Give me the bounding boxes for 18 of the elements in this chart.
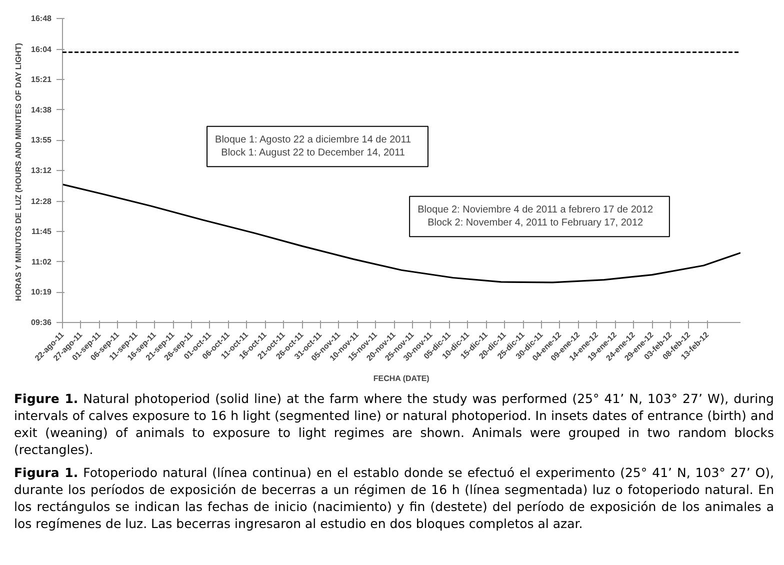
y-tick-label: 15:21 <box>31 75 52 84</box>
y-tick-label: 11:45 <box>31 227 52 236</box>
y-tick-label: 14:38 <box>31 105 52 114</box>
y-tick-label: 10:19 <box>31 288 52 297</box>
caption: Figure 1. Natural photoperiod (solid line) at the farm where the study was performed (25° 41’ N, 103° 27’ W), during intervals of calves exposure to 16 h light (segmented line) or natural photoperiod. In insets dates of entrance (birth) and exit (weaning) of animals to exposure to light regimes are shown. Animals were grouped in two random blocks (rectangles). <box>14 390 774 458</box>
annotation: Bloque 2: Noviembre 4 de 2011 a febrero 17 de 2012 Block 2: November 4, 2011 to February 17, 2012 <box>418 204 654 229</box>
text: Figura 1. Fotoperiodo natural (línea continua) en el establo donde se efectuó el experimento (25° 41’ N, 103° 27’ O), durante los períodos de exposición de becerras a un régimen de 16 h (línea segmentada) luz o fotoperiodo natural. En los rectángulos se indican las fechas de inicio (nacimiento) y fin (destete) del período de exposición de los animales a los regímenes de luz. Las becerras ingresaron al estudio en dos bloques completos al azar. <box>14 464 774 532</box>
y-tick-label: 16:04 <box>31 44 52 54</box>
y-tick-label: 09:36 <box>31 318 52 327</box>
x-axis-title: FECHA (DATE) <box>373 374 430 383</box>
y-tick-label: 13:12 <box>31 166 52 175</box>
y-tick-label: 13:55 <box>31 136 52 145</box>
annotation: Bloque 1: Agosto 22 a diciembre 14 de 2011 Block 1: August 22 to December 14, 2011 <box>215 134 412 159</box>
y-tick-label: 16:48 <box>31 14 52 23</box>
y-axis-title: HORAS Y MINUTOS DE LUZ (HOURS AND MINUTES OF DAY LIGHT) <box>14 42 24 301</box>
y-tick-label: 11:02 <box>31 257 52 266</box>
line-series <box>62 184 740 284</box>
y-tick-label: 12:28 <box>31 196 52 206</box>
